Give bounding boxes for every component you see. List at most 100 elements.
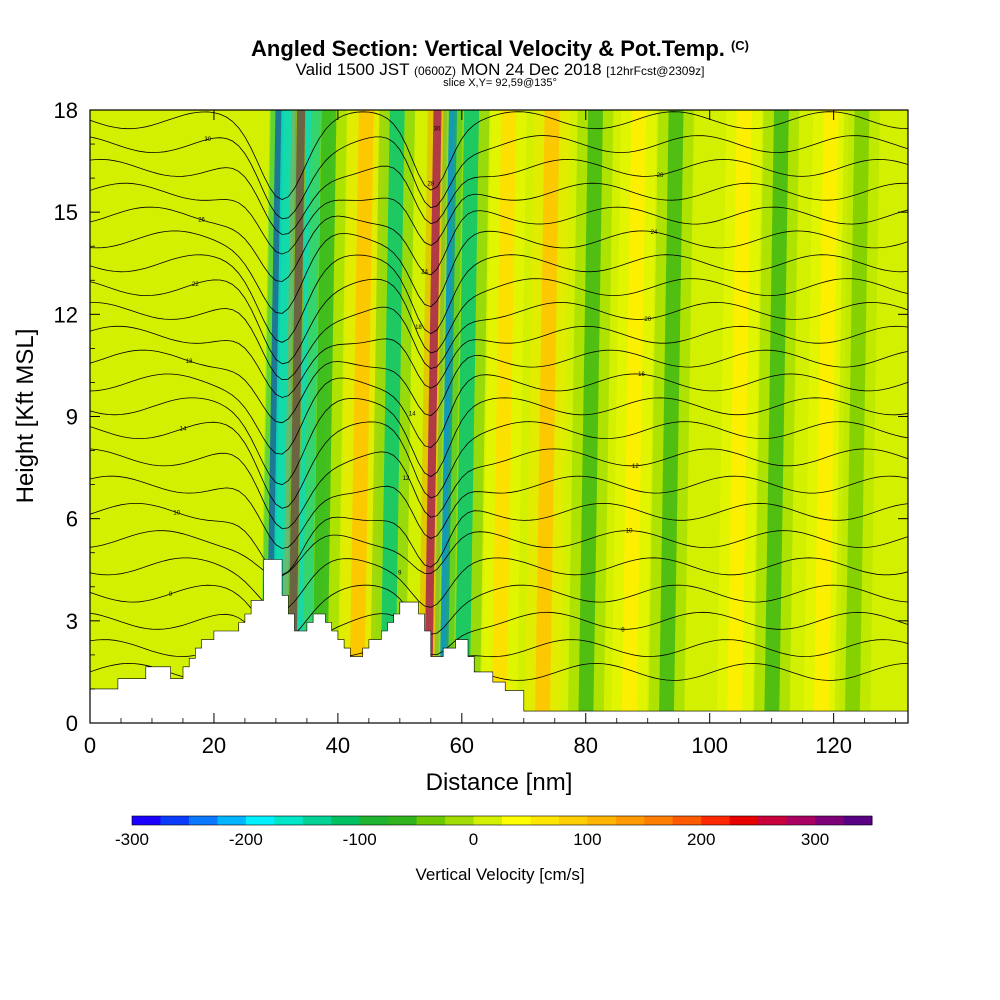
theta-contour xyxy=(90,397,908,486)
theta-contour xyxy=(90,349,908,424)
contour-label: 12 xyxy=(632,464,639,470)
colorbar-swatch xyxy=(359,816,389,825)
velocity-band xyxy=(534,110,560,723)
theta-contour xyxy=(90,182,908,255)
theta-contour xyxy=(90,135,908,220)
theta-contour xyxy=(90,611,908,663)
x-tick-label: 0 xyxy=(84,733,96,758)
velocity-halo xyxy=(481,110,527,723)
colorbar-swatch xyxy=(217,816,247,825)
contour-label: 12 xyxy=(403,476,410,482)
y-tick-label: 6 xyxy=(66,507,78,532)
y-tick-label: 0 xyxy=(66,711,78,736)
colorbar-tick-label: -200 xyxy=(229,830,263,849)
velocity-halo xyxy=(433,110,463,723)
colorbar-swatch xyxy=(786,816,816,825)
velocity-halo xyxy=(611,110,657,723)
contour-label: 9 xyxy=(398,570,402,576)
velocity-halo xyxy=(301,110,347,723)
velocity-halo xyxy=(648,110,694,723)
chart-subtitle: Valid 1500 JST (0600Z) MON 24 Dec 2018 [… xyxy=(0,60,1000,80)
contour-label: 14 xyxy=(409,411,416,417)
slice-label: slice X,Y= 92,59@135° xyxy=(443,77,557,89)
velocity-band xyxy=(813,110,839,723)
valid-utc: (0600Z) xyxy=(413,64,456,78)
velocity-halo xyxy=(753,110,800,723)
velocity-halo xyxy=(281,110,311,723)
colorbar-swatch xyxy=(416,816,446,825)
velocity-band xyxy=(287,110,306,723)
contour-label: 30 xyxy=(434,127,441,133)
title-unit: (C) xyxy=(730,38,749,53)
y-axis-label: Height [Kft MSL] xyxy=(12,329,39,504)
contour-label: 30 xyxy=(204,137,211,143)
colorbar-tick-label: 300 xyxy=(801,830,829,849)
colorbar-swatch xyxy=(530,816,560,825)
velocity-halo xyxy=(803,110,849,723)
colorbar-swatch xyxy=(331,816,361,825)
contour-label: 18 xyxy=(186,359,193,365)
colorbar-tick-label: 0 xyxy=(469,830,478,849)
theta-contour xyxy=(90,530,908,577)
theta-contour xyxy=(90,206,908,282)
colorbar-swatch xyxy=(274,816,304,825)
contour-label: 26 xyxy=(198,218,205,224)
theta-contour xyxy=(90,475,908,549)
colorbar-swatch xyxy=(701,816,731,825)
contour-label: 28 xyxy=(427,181,434,187)
velocity-halo xyxy=(567,110,614,723)
y-tick-label: 9 xyxy=(66,405,78,430)
theta-contour xyxy=(90,373,908,455)
colorbar: -300 -200 -100 0 100 200 300 xyxy=(115,815,873,849)
colorbar-swatch xyxy=(729,816,759,825)
chart-title: Angled Section: Vertical Velocity & Pot.… xyxy=(0,36,1000,62)
y-tick-label: 15 xyxy=(54,200,78,225)
velocity-band xyxy=(844,110,870,723)
contour-label: 16 xyxy=(638,372,645,378)
x-tick-label: 20 xyxy=(202,733,226,758)
contour-label: 20 xyxy=(644,317,651,323)
velocity-band xyxy=(621,110,647,723)
colorbar-swatch xyxy=(502,816,531,825)
colorbar-swatch xyxy=(587,816,617,825)
contour-label: 22 xyxy=(192,282,199,288)
axes: 0 20 40 60 80 100 120 0 3 6 9 12 15 18 xyxy=(54,98,908,758)
x-tick-label: 80 xyxy=(574,733,598,758)
colorbar-swatch xyxy=(672,816,702,825)
terrain-mask xyxy=(89,559,909,724)
velocity-band xyxy=(578,110,603,723)
theta-contour xyxy=(90,421,908,509)
x-tick-label: 100 xyxy=(691,733,728,758)
colorbar-swatch xyxy=(843,816,873,825)
colorbar-swatch xyxy=(815,816,845,825)
theta-contour xyxy=(90,325,908,398)
velocity-band xyxy=(439,110,458,723)
y-tick-label: 3 xyxy=(66,609,78,634)
colorbar-swatch xyxy=(160,816,190,825)
theta-contour xyxy=(90,584,908,641)
colorbar-tick-label: 100 xyxy=(573,830,601,849)
x-tick-label: 120 xyxy=(815,733,852,758)
theta-contour xyxy=(90,448,908,530)
colorbar-swatch xyxy=(245,816,275,825)
velocity-band xyxy=(727,110,752,723)
velocity-halo xyxy=(338,110,385,723)
colorbar-swatch xyxy=(388,816,418,825)
theta-contours: 8889910101212141416181820222424262828303… xyxy=(90,111,908,703)
velocity-halo xyxy=(524,110,570,723)
velocity-halo xyxy=(369,110,416,723)
contour-label: 18 xyxy=(415,325,422,331)
x-axis-label: Distance [nm] xyxy=(426,769,573,796)
contour-label: 24 xyxy=(421,269,428,275)
theta-contour xyxy=(90,557,908,612)
colorbar-swatch xyxy=(445,816,475,825)
velocity-band xyxy=(491,110,517,723)
theta-contour xyxy=(90,278,908,365)
colorbar-tick-label: -100 xyxy=(343,830,377,849)
velocity-band xyxy=(296,110,321,723)
theta-contour xyxy=(90,301,908,381)
colorbar-tick-label: -300 xyxy=(115,830,149,849)
velocity-band xyxy=(454,110,480,723)
x-tick-label: 60 xyxy=(450,733,474,758)
